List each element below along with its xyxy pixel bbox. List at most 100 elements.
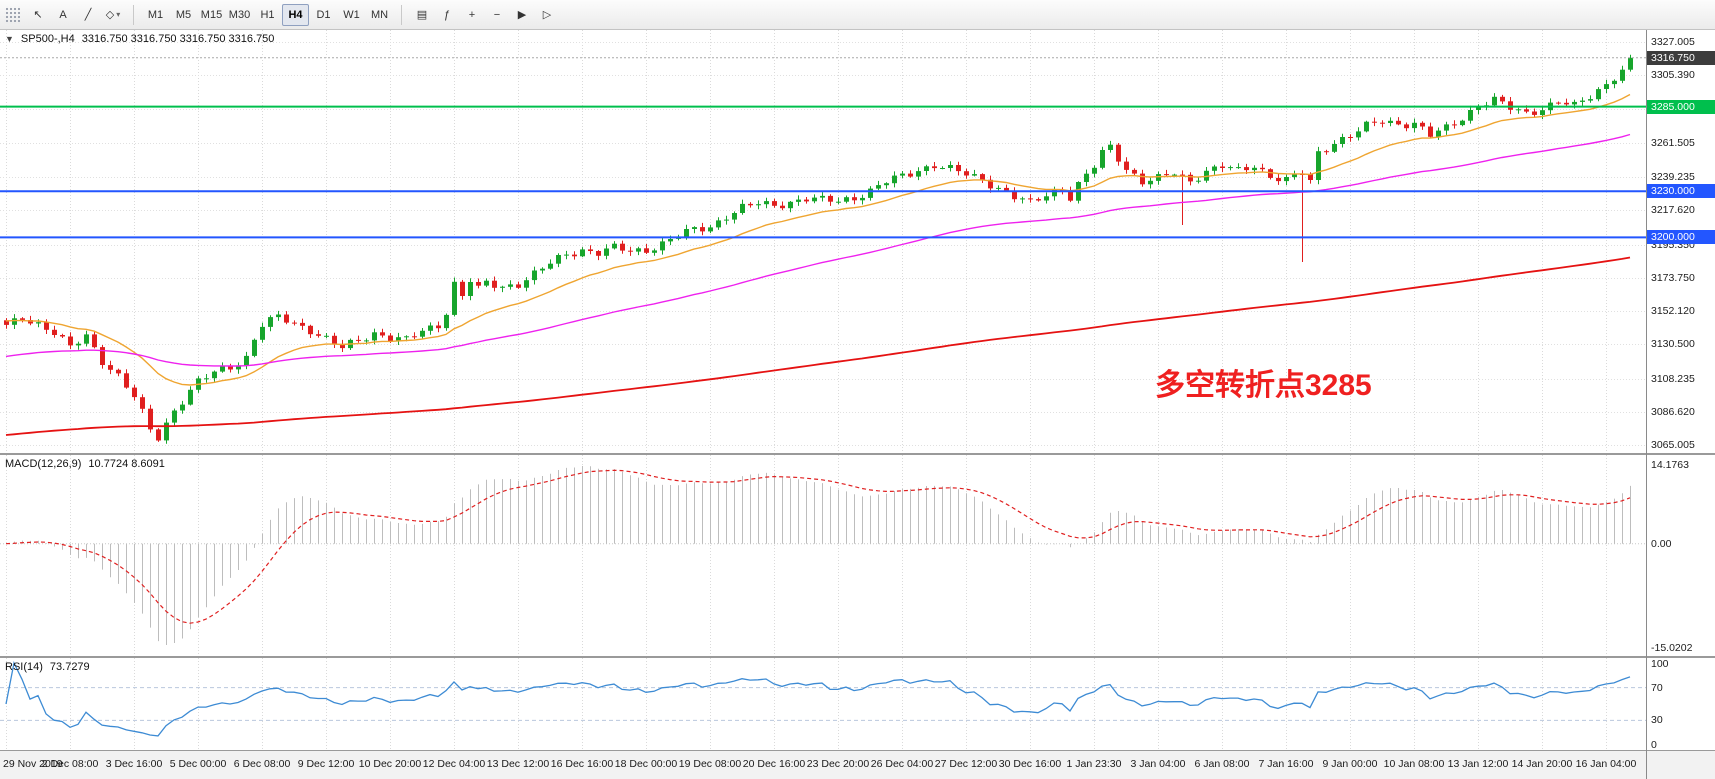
chart-text-annotation[interactable]: 多空转折点3285	[1155, 360, 1372, 404]
price-tag-3285: 3285.000	[1647, 100, 1715, 114]
timeframe-w1[interactable]: W1	[338, 4, 365, 26]
time-label: 2 Dec 08:00	[42, 758, 99, 770]
time-label: 5 Dec 00:00	[170, 758, 227, 770]
timeframe-m15[interactable]: M15	[198, 4, 225, 26]
macd-axis[interactable]: 14.1763 0.00 -15.0202	[1647, 455, 1715, 658]
rsi-axis[interactable]: 10070300	[1647, 658, 1715, 751]
text-label-button[interactable]: A	[51, 4, 75, 26]
time-label: 6 Jan 08:00	[1195, 758, 1250, 770]
price-axis-column: 3327.0053305.3903283.7603261.5053239.235…	[1646, 30, 1715, 779]
rsi-value: 73.7279	[50, 661, 90, 673]
vertical-grid	[7, 658, 1607, 750]
price-tick-label: 3086.620	[1651, 406, 1695, 418]
price-tick-label: 3130.500	[1651, 338, 1695, 350]
time-label: 6 Dec 08:00	[234, 758, 291, 770]
main-price-axis[interactable]: 3327.0053305.3903283.7603261.5053239.235…	[1647, 30, 1715, 455]
toolbar-left-buttons: ↖A╱◇▾	[26, 4, 125, 26]
chart-panes: ▼ SP500-,H4 3316.750 3316.750 3316.750 3…	[0, 30, 1646, 779]
timeframe-m1[interactable]: M1	[142, 4, 169, 26]
time-label: 19 Dec 08:00	[679, 758, 741, 770]
price-tick-label: 3217.620	[1651, 204, 1695, 216]
macd-label: MACD(12,26,9)	[5, 458, 81, 470]
time-label: 20 Dec 16:00	[743, 758, 805, 770]
price-tick-label: 3065.005	[1651, 439, 1695, 451]
price-tag-3230: 3230.000	[1647, 184, 1715, 198]
toolbar-right-buttons: ▤ƒ+−▶▷	[410, 4, 559, 26]
rsi-tick-label: 100	[1651, 658, 1669, 670]
time-label: 26 Dec 04:00	[871, 758, 933, 770]
rsi-label: RSI(14)	[5, 661, 43, 673]
price-tick-label: 3327.005	[1651, 36, 1695, 48]
macd-tick-label: 0.00	[1651, 538, 1671, 550]
slow-ma-line	[6, 258, 1630, 436]
collapse-arrow-button[interactable]: ▼	[5, 34, 14, 44]
main-chart-pane: ▼ SP500-,H4 3316.750 3316.750 3316.750 3…	[0, 30, 1646, 455]
price-tick-label: 3108.235	[1651, 373, 1695, 385]
up-wicks	[15, 55, 1631, 444]
fast-ma-line	[6, 95, 1630, 386]
time-label: 7 Jan 16:00	[1259, 758, 1314, 770]
price-tick-label: 3152.120	[1651, 305, 1695, 317]
rsi-pane: RSI(14) 73.7279	[0, 658, 1646, 751]
price-tick-label: 3305.390	[1651, 69, 1695, 81]
rsi-header: RSI(14) 73.7279	[5, 661, 90, 673]
auto-scroll-button[interactable]: ▶	[510, 4, 534, 26]
new-order-button[interactable]: ▤	[410, 4, 434, 26]
zoom-in-button[interactable]: +	[460, 4, 484, 26]
time-label: 3 Jan 04:00	[1131, 758, 1186, 770]
candles	[4, 58, 1633, 441]
macd-pane: MACD(12,26,9) 10.7724 8.6091	[0, 455, 1646, 658]
toolbar: ↖A╱◇▾ M1M5M15M30H1H4D1W1MN ▤ƒ+−▶▷	[0, 0, 1715, 30]
timeframe-group: M1M5M15M30H1H4D1W1MN	[142, 4, 393, 26]
price-tick-label: 3239.235	[1651, 171, 1695, 183]
timeframe-m5[interactable]: M5	[170, 4, 197, 26]
price-tick-label: 3261.505	[1651, 137, 1695, 149]
time-label: 9 Jan 00:00	[1323, 758, 1378, 770]
timeframe-mn[interactable]: MN	[366, 4, 393, 26]
price-tick-label: 3173.750	[1651, 272, 1695, 284]
macd-values: 10.7724 8.6091	[88, 458, 164, 470]
time-label: 30 Dec 16:00	[999, 758, 1061, 770]
trendline-tool-button[interactable]: ╱	[76, 4, 100, 26]
axis-corner	[1647, 751, 1715, 779]
time-label: 10 Dec 20:00	[359, 758, 421, 770]
time-axis[interactable]: 29 Nov 20192 Dec 08:003 Dec 16:005 Dec 0…	[0, 751, 1646, 779]
indicators-button[interactable]: ƒ	[435, 4, 459, 26]
horizontal-grid	[0, 43, 1646, 446]
medium-ma-line	[6, 135, 1630, 367]
macd-tick-label: -15.0202	[1651, 642, 1692, 654]
time-label: 1 Jan 23:30	[1067, 758, 1122, 770]
timeframe-d1[interactable]: D1	[310, 4, 337, 26]
timeframe-h4[interactable]: H4	[282, 4, 309, 26]
time-label: 12 Dec 04:00	[423, 758, 485, 770]
toolbar-separator-2	[401, 5, 402, 25]
time-label: 23 Dec 20:00	[807, 758, 869, 770]
timeframe-m30[interactable]: M30	[226, 4, 253, 26]
cursor-tool-button[interactable]: ↖	[26, 4, 50, 26]
rsi-canvas[interactable]	[0, 658, 1646, 750]
time-label: 27 Dec 12:00	[935, 758, 997, 770]
zoom-out-button[interactable]: −	[485, 4, 509, 26]
rsi-tick-label: 30	[1651, 714, 1663, 726]
shapes-dropdown-button[interactable]: ◇▾	[101, 4, 125, 26]
time-label: 14 Jan 20:00	[1512, 758, 1573, 770]
macd-tick-label: 14.1763	[1651, 459, 1689, 471]
chart-header: ▼ SP500-,H4 3316.750 3316.750 3316.750 3…	[5, 33, 274, 45]
time-label: 13 Dec 12:00	[487, 758, 549, 770]
toolbar-grip[interactable]	[4, 6, 20, 24]
current-price-tag: 3316.750	[1647, 51, 1715, 65]
time-label: 16 Jan 04:00	[1576, 758, 1637, 770]
main-chart-canvas[interactable]	[0, 30, 1646, 453]
chart-symbol-period: SP500-,H4	[21, 33, 75, 45]
rsi-tick-label: 0	[1651, 739, 1657, 751]
time-label: 16 Dec 16:00	[551, 758, 613, 770]
chart-body: ▼ SP500-,H4 3316.750 3316.750 3316.750 3…	[0, 30, 1715, 779]
macd-histogram	[7, 466, 1631, 645]
toolbar-separator	[133, 5, 134, 25]
macd-canvas[interactable]	[0, 455, 1646, 656]
timeframe-h1[interactable]: H1	[254, 4, 281, 26]
time-label: 18 Dec 00:00	[615, 758, 677, 770]
price-tag-3200: 3200.000	[1647, 230, 1715, 244]
chart-ohlc: 3316.750 3316.750 3316.750 3316.750	[82, 33, 275, 45]
chart-shift-button[interactable]: ▷	[535, 4, 559, 26]
